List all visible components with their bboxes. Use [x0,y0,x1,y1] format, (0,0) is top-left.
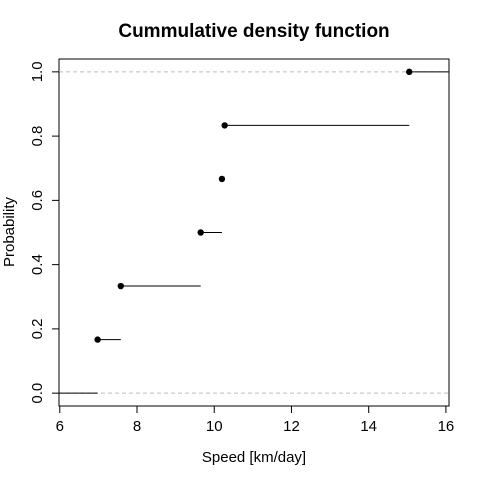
x-tick-label: 12 [283,418,300,435]
x-tick-label: 6 [56,418,64,435]
plot-area-frame [58,58,450,407]
y-axis-label: Probability [1,196,18,267]
y-tick-label: 0.0 [29,383,46,404]
y-tick-label: 1.0 [29,61,46,82]
x-tick-label: 14 [360,418,377,435]
y-axis: 0.0 0.2 0.4 0.6 0.8 1.0 [29,61,60,404]
y-tick-label: 0.8 [29,126,46,147]
step-point [94,336,101,343]
x-axis-label: Speed [km/day] [202,449,306,466]
y-tick-label: 0.6 [29,190,46,211]
x-tick-label: 16 [438,418,455,435]
x-axis: 6 8 10 12 14 16 [56,405,455,435]
step-point [221,122,228,129]
chart-title: Cummulative density function [118,21,389,42]
reference-lines [59,71,449,394]
y-tick-label: 0.4 [29,254,46,275]
step-point [197,229,204,236]
x-tick-label: 8 [133,418,141,435]
cdf-steps [59,68,449,394]
step-point [406,68,413,76]
x-tick-label: 10 [206,418,223,435]
step-point [218,175,226,183]
y-tick-label: 0.2 [29,318,46,339]
step-point [117,282,124,290]
